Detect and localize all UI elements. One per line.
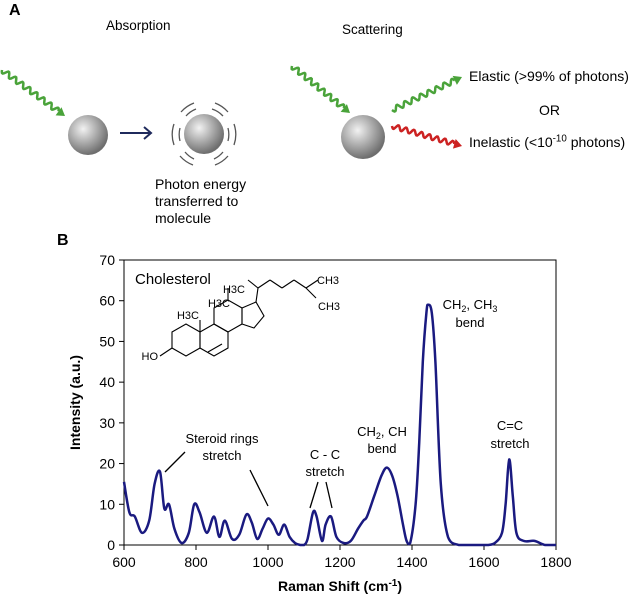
raman-spectrum-line (122, 303, 556, 547)
or-label: OR (539, 102, 560, 118)
ch3-label: CH3 (317, 275, 339, 287)
raman-chart: 0 10 20 30 40 50 60 70 600 800 1000 1200 1400 1600 180… (67, 252, 572, 594)
absorption-title: Absorption (106, 18, 171, 33)
annotation-leaders (164, 451, 333, 509)
note-line-1: Photon energy (155, 176, 247, 192)
note-line-3: molecule (155, 210, 212, 226)
x-tick-label: 1800 (540, 554, 571, 570)
panel-a-label: A (9, 2, 21, 19)
transition-arrow-icon (120, 126, 153, 140)
panel-a-diagram (0, 65, 462, 166)
x-tick-label: 800 (184, 554, 208, 570)
annotation-cc-2: stretch (305, 464, 344, 479)
x-tick-label: 600 (112, 554, 136, 570)
x-tick-label: 1400 (396, 554, 427, 570)
scattering-title: Scattering (342, 22, 403, 37)
y-tick-label: 50 (99, 333, 115, 349)
y-tick-label: 0 (107, 537, 115, 553)
photon-energy-note: Photon energy transferred to molecule (155, 176, 246, 227)
y-tick-label: 20 (99, 456, 115, 472)
annotation-ch2ch-1: CH2, CH (357, 424, 407, 441)
inelastic-label: Inelastic (<10-10 photons) (469, 133, 626, 150)
x-tick-label: 1600 (468, 554, 499, 570)
molecule-sphere-scatter (341, 115, 385, 159)
h3c-a-label: H3C (208, 298, 230, 310)
y-tick-label: 40 (99, 374, 115, 390)
ch3-b-label: CH3 (318, 301, 340, 313)
elastic-label: Elastic (>99% of photons) (469, 68, 629, 84)
h3c-b-label: H3C (223, 284, 245, 296)
annotation-ch2ch3-1: CH2, CH3 (443, 297, 498, 314)
annotation-cc-1: C - C (310, 447, 340, 462)
y-tick-label: 30 (99, 415, 115, 431)
molecule-name: Cholesterol (135, 271, 211, 288)
annotation-steroid-2: stretch (202, 448, 241, 463)
x-axis-label: Raman Shift (cm-1) (278, 578, 402, 594)
elastic-photon (391, 75, 462, 113)
annotation-steroid-1: Steroid rings (186, 431, 259, 446)
y-tick-label: 70 (99, 252, 115, 268)
ho-label: HO (142, 351, 159, 363)
y-tick-label: 10 (99, 496, 115, 512)
annotation-cc-double-2: stretch (490, 436, 529, 451)
panel-b-label: B (57, 232, 69, 249)
x-tick-label: 1000 (252, 554, 283, 570)
scattering-incident-photon (290, 65, 350, 113)
molecule-sphere-excited (184, 114, 224, 154)
vibration-lines-icon (171, 102, 237, 166)
annotation-cc-double-1: C=C (497, 418, 523, 433)
cholesterol-structure (159, 279, 319, 357)
annotation-ch2ch3-2: bend (456, 315, 485, 330)
annotation-ch2ch-2: bend (368, 441, 397, 456)
y-tick-label: 60 (99, 293, 115, 309)
note-line-2: transferred to (155, 193, 239, 209)
x-tick-label: 1200 (324, 554, 355, 570)
inelastic-photon (390, 124, 462, 149)
peak-annotations: Steroid rings stretch C - C stretch CH2,… (186, 297, 530, 479)
molecule-sphere-ground (68, 115, 108, 155)
y-axis-label: Intensity (a.u.) (67, 355, 83, 450)
h3c-c-label: H3C (177, 310, 199, 322)
absorption-incident-photon (0, 69, 65, 116)
